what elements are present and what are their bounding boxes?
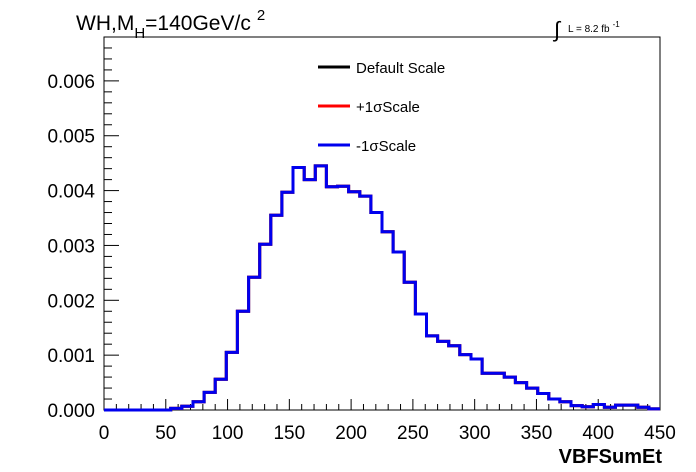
legend: Default Scale +1σScale -1σScale <box>318 60 445 155</box>
title-subscript: H <box>134 25 145 42</box>
y-axis: 0.000 0.001 0.002 0.003 0.004 0.005 0.006 <box>47 47 119 422</box>
chart-title: WH,MH=140GeV/c 2 <box>76 7 265 42</box>
y-tick-label: 0.003 <box>47 236 95 257</box>
x-axis: 0 50 100 150 200 250 300 350 400 450 <box>99 399 676 444</box>
x-tick-label: 100 <box>212 423 244 444</box>
x-tick-label: 350 <box>521 423 553 444</box>
title-rest: =140GeV/c <box>145 12 251 35</box>
title-main: WH,M <box>76 12 134 35</box>
y-tick-label: 0.006 <box>47 72 95 93</box>
x-tick-label: 0 <box>99 423 110 444</box>
legend-label: Default Scale <box>356 60 445 77</box>
svg-text:L = 8.2 fb-1: L = 8.2 fb -1 <box>568 20 620 35</box>
y-tick-label: 0.000 <box>47 401 95 422</box>
series-layer <box>104 164 660 412</box>
luminosity-label: ∫ L = 8.2 fb -1 <box>552 17 620 42</box>
title-superscript: 2 <box>257 7 265 24</box>
x-axis-label: VBFSumEt <box>559 446 663 468</box>
y-tick-label: 0.002 <box>47 291 95 312</box>
y-tick-label: 0.005 <box>47 127 95 148</box>
x-tick-label: 400 <box>582 423 614 444</box>
x-tick-label: 300 <box>459 423 491 444</box>
integral-symbol: ∫ <box>552 17 562 42</box>
lumi-superscript: -1 <box>613 20 621 29</box>
x-tick-label: 250 <box>397 423 429 444</box>
legend-label: +1σScale <box>356 99 420 116</box>
x-tick-label: 450 <box>644 423 676 444</box>
y-tick-label: 0.001 <box>47 346 95 367</box>
series-3-line <box>104 164 660 412</box>
x-tick-label: 50 <box>155 423 176 444</box>
lumi-text: L = 8.2 fb <box>568 24 610 35</box>
x-tick-label: 200 <box>335 423 367 444</box>
x-tick-label: 150 <box>273 423 305 444</box>
y-tick-label: 0.004 <box>47 182 95 203</box>
legend-label: -1σScale <box>356 138 416 155</box>
